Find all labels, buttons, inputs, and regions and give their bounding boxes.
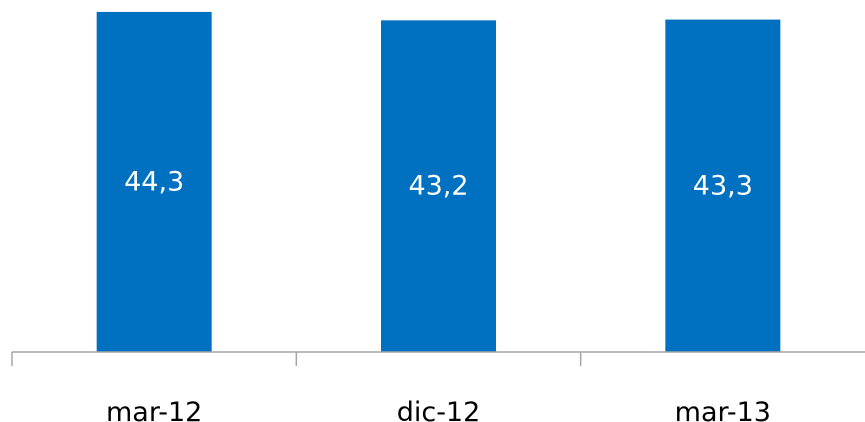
bar-value-label: 44,3 bbox=[124, 166, 184, 197]
x-tick-label: mar-13 bbox=[675, 397, 771, 422]
bar-value-label: 43,2 bbox=[408, 171, 468, 202]
x-tick-label: dic-12 bbox=[397, 397, 481, 422]
x-tick-labels-group: mar-12 dic-12 mar-13 bbox=[106, 397, 771, 422]
value-labels-group: 44,3 43,2 43,3 bbox=[124, 166, 753, 201]
x-tick-label: mar-12 bbox=[106, 397, 202, 422]
bar-value-label: 43,3 bbox=[693, 170, 753, 201]
x-axis bbox=[12, 352, 865, 366]
